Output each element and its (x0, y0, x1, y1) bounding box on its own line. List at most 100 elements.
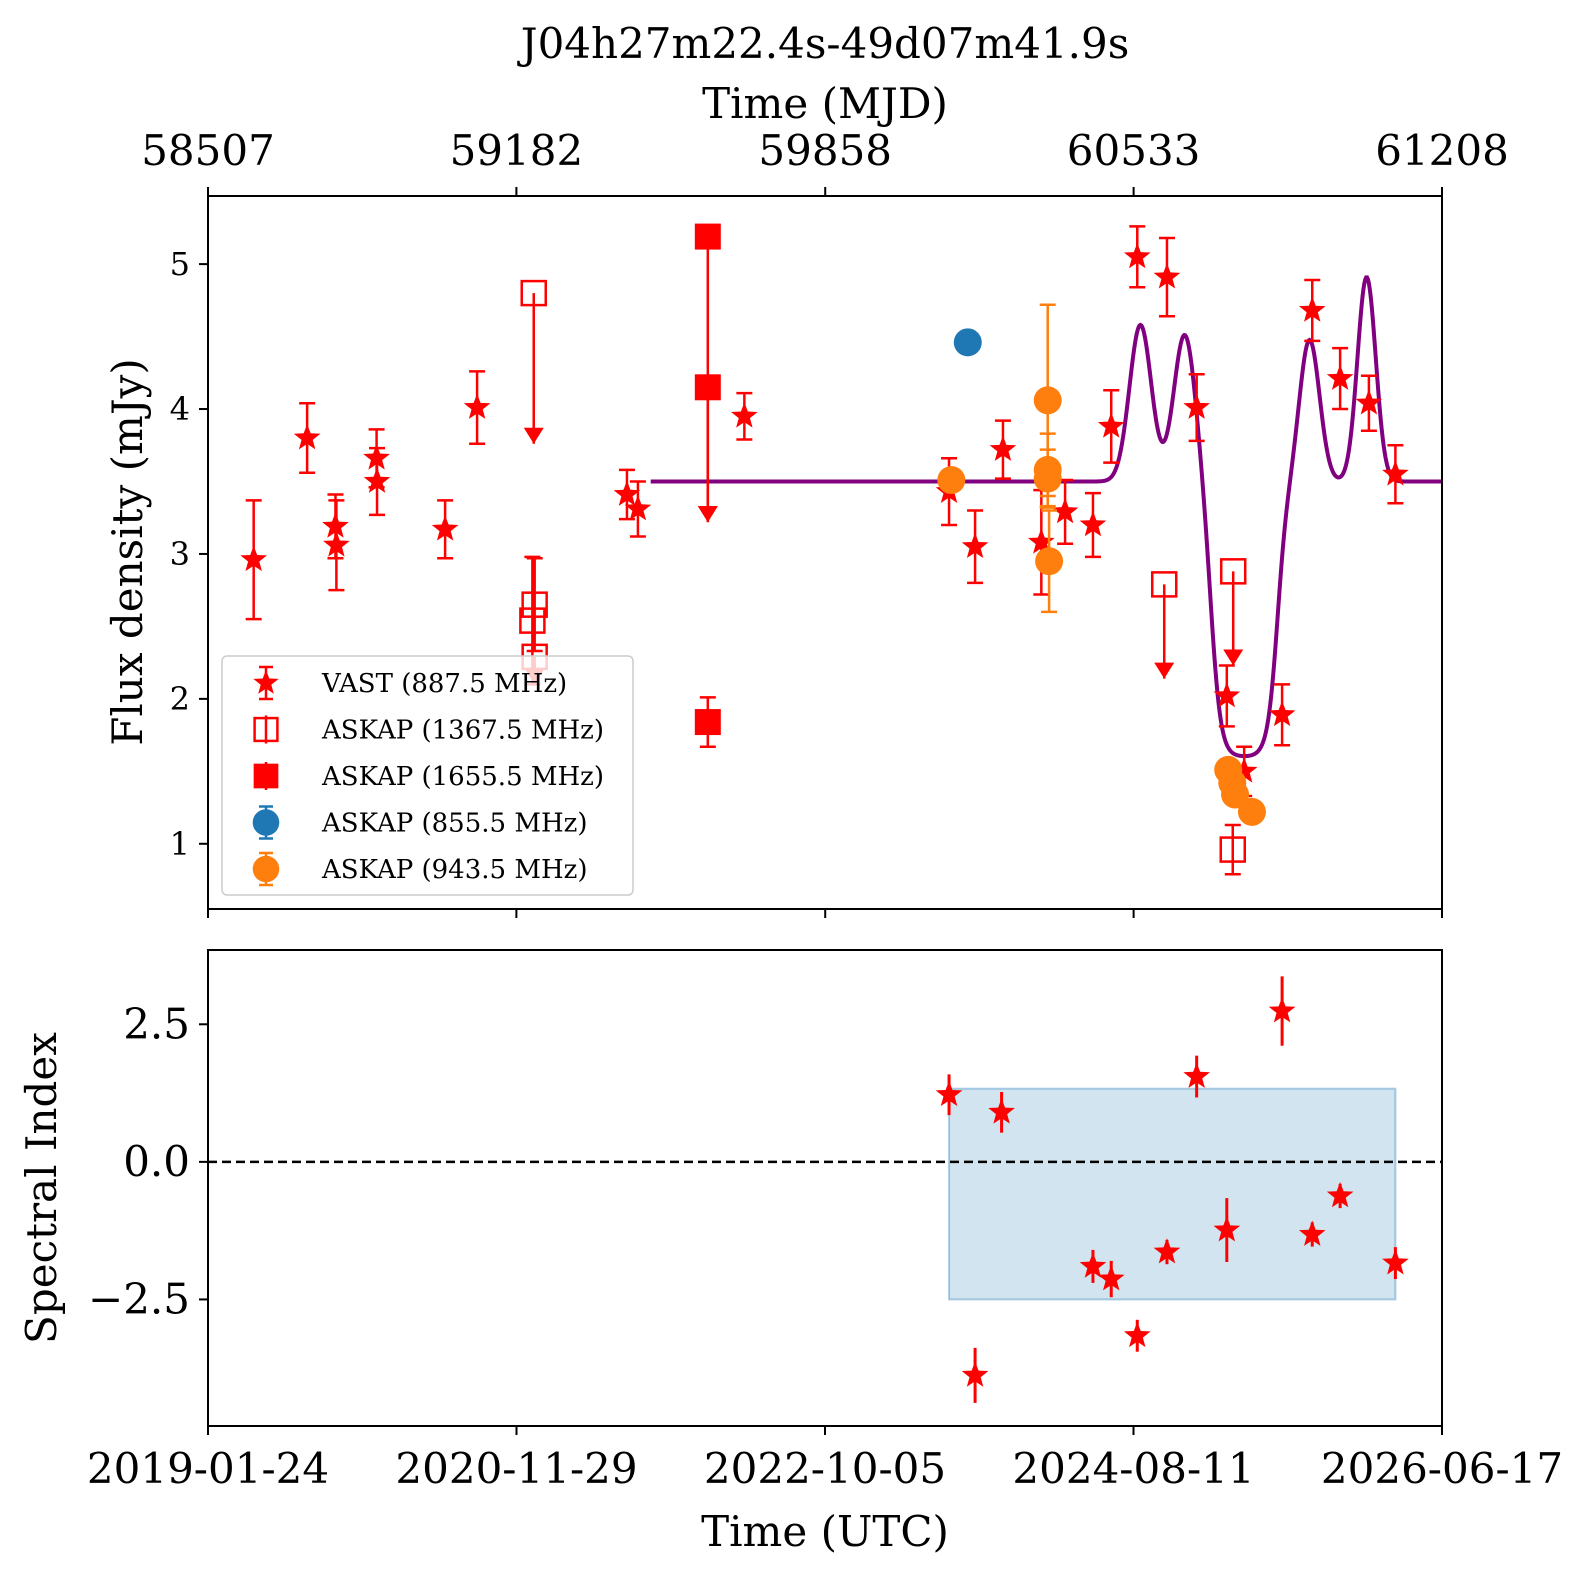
flux-point-s4-3 (1033, 464, 1062, 493)
flux-point-s1-0 (520, 279, 547, 307)
spectral-point-8 (1213, 1216, 1241, 1242)
mjd-tick-label: 60533 (1067, 126, 1201, 175)
utc-tick-label: 2020-11-29 (395, 1444, 637, 1493)
flux-point-s0-19 (1153, 263, 1181, 289)
spectral-point-9 (1268, 997, 1296, 1023)
flux-point-s1-1 (519, 607, 546, 634)
flux-point-s0-16 (1079, 510, 1107, 537)
flux-point-s0-18 (1123, 242, 1151, 269)
flux-point-s2-0 (694, 223, 721, 250)
flux-point-s1-0-limit-arrow (523, 427, 544, 444)
flux-point-s1-4-limit-arrow (1154, 662, 1175, 679)
flux-point-s4-8 (1237, 797, 1266, 826)
flux-point-s0-13 (989, 435, 1017, 461)
flux-ytick-label: 3 (170, 535, 190, 573)
flux-ytick-label: 2 (170, 680, 190, 718)
spectral-point-2 (988, 1098, 1015, 1124)
spectral-point-1 (961, 1361, 989, 1387)
flux-point-s0-14 (1028, 528, 1055, 554)
flux-ytick-label: 4 (170, 390, 190, 428)
legend-entry-3: ASKAP (855.5 MHz) (252, 805, 587, 840)
flux-point-s2-2 (694, 709, 721, 736)
flux-point-s3-0 (953, 328, 982, 357)
flux-point-s0-0 (240, 545, 267, 572)
mjd-tick-label: 61208 (1375, 126, 1509, 175)
bottom-axis-label: Time (UTC) (701, 1507, 949, 1556)
flux-point-s1-4 (1150, 571, 1178, 598)
flux-point-s4-1 (1033, 386, 1062, 415)
legend-entry-1: ASKAP (1367.5 MHz) (253, 715, 604, 746)
spectral-point-6 (1153, 1238, 1181, 1264)
spectral-index-plot-area (208, 976, 1442, 1403)
flux-point-s2-1 (694, 374, 721, 401)
series-3 (953, 328, 982, 357)
legend-label-0: VAST (887.5 MHz) (321, 669, 567, 699)
flux-point-s1-5-limit-arrow (1223, 649, 1244, 666)
flux-point-s0-3 (323, 531, 350, 557)
flux-density-plot-area (240, 223, 1442, 876)
flux-point-s0-21 (1213, 681, 1241, 708)
flux-point-s0-7 (463, 393, 491, 419)
top-axis-label: Time (MJD) (702, 79, 948, 128)
legend-frame (221, 655, 634, 896)
chart-title: J04h27m22.4s-49d07m41.9s (517, 19, 1130, 68)
flux-ytick-label: 1 (170, 825, 190, 863)
spectral-ytick-label: −2.5 (88, 1274, 190, 1323)
utc-tick-label: 2026-06-17 (1321, 1444, 1563, 1493)
spectral-point-11 (1326, 1181, 1354, 1208)
series-4 (937, 303, 1266, 826)
flux-point-s0-9 (624, 495, 652, 521)
legend-label-2: ASKAP (1655.5 MHz) (321, 762, 604, 792)
flux-point-s4-0 (937, 466, 966, 495)
flux-point-s1-2 (521, 591, 548, 618)
flux-point-s0-5 (363, 467, 391, 493)
spectral-point-4 (1097, 1265, 1125, 1291)
flux-point-s0-12 (961, 532, 989, 559)
flux-point-s0-22 (1230, 757, 1258, 783)
model-curve (650, 275, 1442, 759)
legend-label-4: ASKAP (943.5 MHz) (321, 855, 587, 885)
flux-point-s4-4 (1035, 547, 1064, 576)
mjd-tick-label: 58507 (141, 126, 275, 175)
legend: VAST (887.5 MHz) ASKAP (1367.5 MHz) ASKAP … (221, 655, 634, 896)
flux-point-s0-17 (1097, 412, 1125, 438)
spectral-ytick-label: 0.0 (123, 1137, 190, 1186)
flux-point-s0-15 (1051, 497, 1079, 524)
flux-point-s0-27 (1382, 460, 1409, 486)
legend-marker-0 (253, 669, 279, 694)
legend-entry-2: ASKAP (1655.5 MHz) (253, 762, 604, 792)
flux-point-s0-6 (431, 515, 459, 541)
spectral-point-12 (1382, 1249, 1409, 1275)
flux-point-s0-20 (1183, 393, 1210, 419)
spectral-point-5 (1123, 1321, 1151, 1348)
spectral-point-10 (1298, 1220, 1326, 1246)
legend-label-3: ASKAP (855.5 MHz) (321, 809, 587, 839)
spectral-index-panel: 2.5 0.0 −2.5 2019-01-24 2020-11-29 2022-10-05… (87, 949, 1563, 1493)
flux-point-s1-5 (1219, 558, 1247, 585)
mjd-tick-label: 59858 (758, 126, 892, 175)
legend-entry-4: ASKAP (943.5 MHz) (252, 851, 587, 887)
spectral-ytick-label: 2.5 (123, 999, 190, 1048)
top-panel-ylabel: Flux density (mJy) (103, 358, 152, 746)
spectral-series-0 (935, 976, 1409, 1403)
flux-point-s0-8 (613, 480, 641, 506)
utc-tick-label: 2022-10-05 (704, 1444, 946, 1493)
flux-point-s1-6 (1219, 836, 1247, 863)
flux-point-s0-24 (1298, 296, 1326, 322)
legend-marker-4 (252, 855, 280, 883)
series-2 (694, 223, 721, 748)
legend-marker-1 (253, 716, 279, 743)
spectral-point-3 (1079, 1252, 1107, 1278)
flux-ytick-label: 5 (170, 245, 190, 283)
legend-marker-3 (252, 809, 280, 836)
utc-tick-label: 2024-08-11 (1012, 1444, 1254, 1493)
legend-label-1: ASKAP (1367.5 MHz) (321, 716, 604, 746)
legend-entry-0: VAST (887.5 MHz) (253, 665, 567, 701)
flux-point-s0-26 (1355, 389, 1383, 415)
flux-point-s0-23 (1268, 700, 1296, 727)
flux-point-s0-10 (731, 402, 758, 428)
mjd-tick-label: 59182 (450, 126, 584, 175)
flux-point-s4-7 (1221, 780, 1250, 809)
spectral-point-7 (1183, 1062, 1210, 1088)
